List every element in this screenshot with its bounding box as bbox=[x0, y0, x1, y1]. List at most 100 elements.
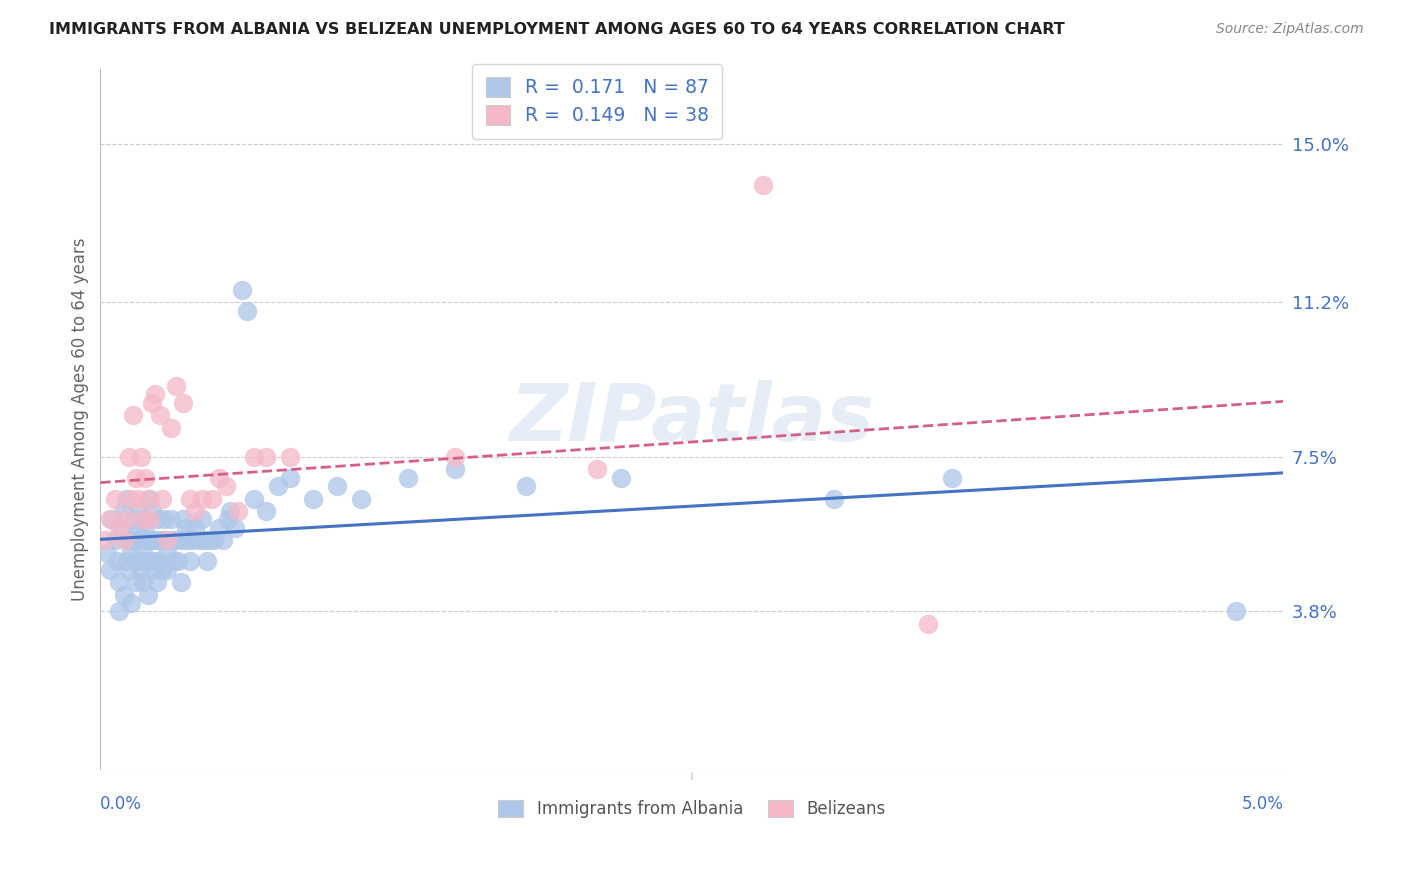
Point bbox=[125, 471, 148, 485]
Point bbox=[188, 533, 211, 548]
Point bbox=[278, 471, 301, 485]
Point bbox=[125, 554, 148, 568]
Point bbox=[125, 575, 148, 590]
Point bbox=[143, 533, 166, 548]
Point bbox=[132, 575, 155, 590]
Point bbox=[112, 504, 135, 518]
Point bbox=[177, 533, 200, 548]
Text: ZIPatlas: ZIPatlas bbox=[509, 380, 875, 458]
Point bbox=[118, 533, 141, 548]
Point bbox=[917, 616, 939, 631]
Point bbox=[155, 546, 177, 560]
Point bbox=[1225, 604, 1247, 618]
Point bbox=[174, 521, 197, 535]
Point bbox=[139, 491, 162, 506]
Point bbox=[146, 575, 169, 590]
Point bbox=[103, 533, 125, 548]
Point bbox=[111, 521, 134, 535]
Point bbox=[122, 512, 145, 526]
Point bbox=[115, 512, 138, 526]
Point bbox=[349, 491, 371, 506]
Point bbox=[148, 408, 170, 422]
Point bbox=[115, 554, 138, 568]
Point bbox=[172, 533, 194, 548]
Point bbox=[170, 575, 193, 590]
Point bbox=[160, 512, 183, 526]
Point bbox=[150, 563, 173, 577]
Point bbox=[136, 533, 159, 548]
Point bbox=[515, 479, 537, 493]
Point bbox=[98, 512, 121, 526]
Point bbox=[134, 471, 156, 485]
Point bbox=[191, 512, 214, 526]
Y-axis label: Unemployment Among Ages 60 to 64 years: Unemployment Among Ages 60 to 64 years bbox=[72, 237, 89, 601]
Point bbox=[226, 504, 249, 518]
Point bbox=[586, 462, 609, 476]
Point bbox=[127, 521, 149, 535]
Point bbox=[191, 491, 214, 506]
Point bbox=[132, 546, 155, 560]
Point bbox=[120, 491, 142, 506]
Point bbox=[132, 512, 155, 526]
Point bbox=[172, 512, 194, 526]
Point bbox=[212, 533, 235, 548]
Point bbox=[193, 533, 215, 548]
Point bbox=[118, 563, 141, 577]
Point bbox=[141, 504, 163, 518]
Point bbox=[215, 479, 238, 493]
Legend: Immigrants from Albania, Belizeans: Immigrants from Albania, Belizeans bbox=[492, 793, 893, 825]
Point bbox=[139, 512, 162, 526]
Point bbox=[155, 533, 177, 548]
Point bbox=[179, 554, 201, 568]
Point bbox=[198, 533, 221, 548]
Point bbox=[165, 533, 187, 548]
Point bbox=[444, 462, 467, 476]
Point bbox=[254, 504, 277, 518]
Point bbox=[163, 554, 186, 568]
Point bbox=[172, 395, 194, 409]
Point bbox=[136, 491, 159, 506]
Point bbox=[132, 512, 155, 526]
Point bbox=[165, 379, 187, 393]
Point bbox=[219, 504, 242, 518]
Point bbox=[236, 303, 259, 318]
Point bbox=[160, 420, 183, 434]
Point bbox=[108, 521, 131, 535]
Point bbox=[127, 491, 149, 506]
Point bbox=[120, 596, 142, 610]
Point bbox=[941, 471, 963, 485]
Point bbox=[208, 471, 231, 485]
Point bbox=[181, 533, 204, 548]
Point bbox=[103, 491, 125, 506]
Text: 0.0%: 0.0% bbox=[100, 795, 142, 813]
Text: 5.0%: 5.0% bbox=[1241, 795, 1284, 813]
Point bbox=[122, 533, 145, 548]
Point bbox=[143, 554, 166, 568]
Point bbox=[129, 450, 152, 464]
Point bbox=[202, 533, 225, 548]
Point bbox=[101, 512, 124, 526]
Point bbox=[752, 178, 775, 193]
Point bbox=[136, 588, 159, 602]
Point bbox=[139, 554, 162, 568]
Point bbox=[146, 512, 169, 526]
Point bbox=[134, 554, 156, 568]
Point bbox=[112, 588, 135, 602]
Point bbox=[610, 471, 633, 485]
Point bbox=[823, 491, 845, 506]
Point bbox=[254, 450, 277, 464]
Point bbox=[326, 479, 349, 493]
Point bbox=[127, 504, 149, 518]
Point bbox=[184, 504, 207, 518]
Point bbox=[167, 554, 190, 568]
Point bbox=[217, 512, 239, 526]
Point bbox=[224, 521, 246, 535]
Point bbox=[208, 521, 231, 535]
Point bbox=[134, 521, 156, 535]
Text: IMMIGRANTS FROM ALBANIA VS BELIZEAN UNEMPLOYMENT AMONG AGES 60 TO 64 YEARS CORRE: IMMIGRANTS FROM ALBANIA VS BELIZEAN UNEM… bbox=[49, 22, 1064, 37]
Point bbox=[155, 563, 177, 577]
Point bbox=[153, 533, 176, 548]
Point bbox=[129, 563, 152, 577]
Point bbox=[200, 491, 222, 506]
Point bbox=[150, 491, 173, 506]
